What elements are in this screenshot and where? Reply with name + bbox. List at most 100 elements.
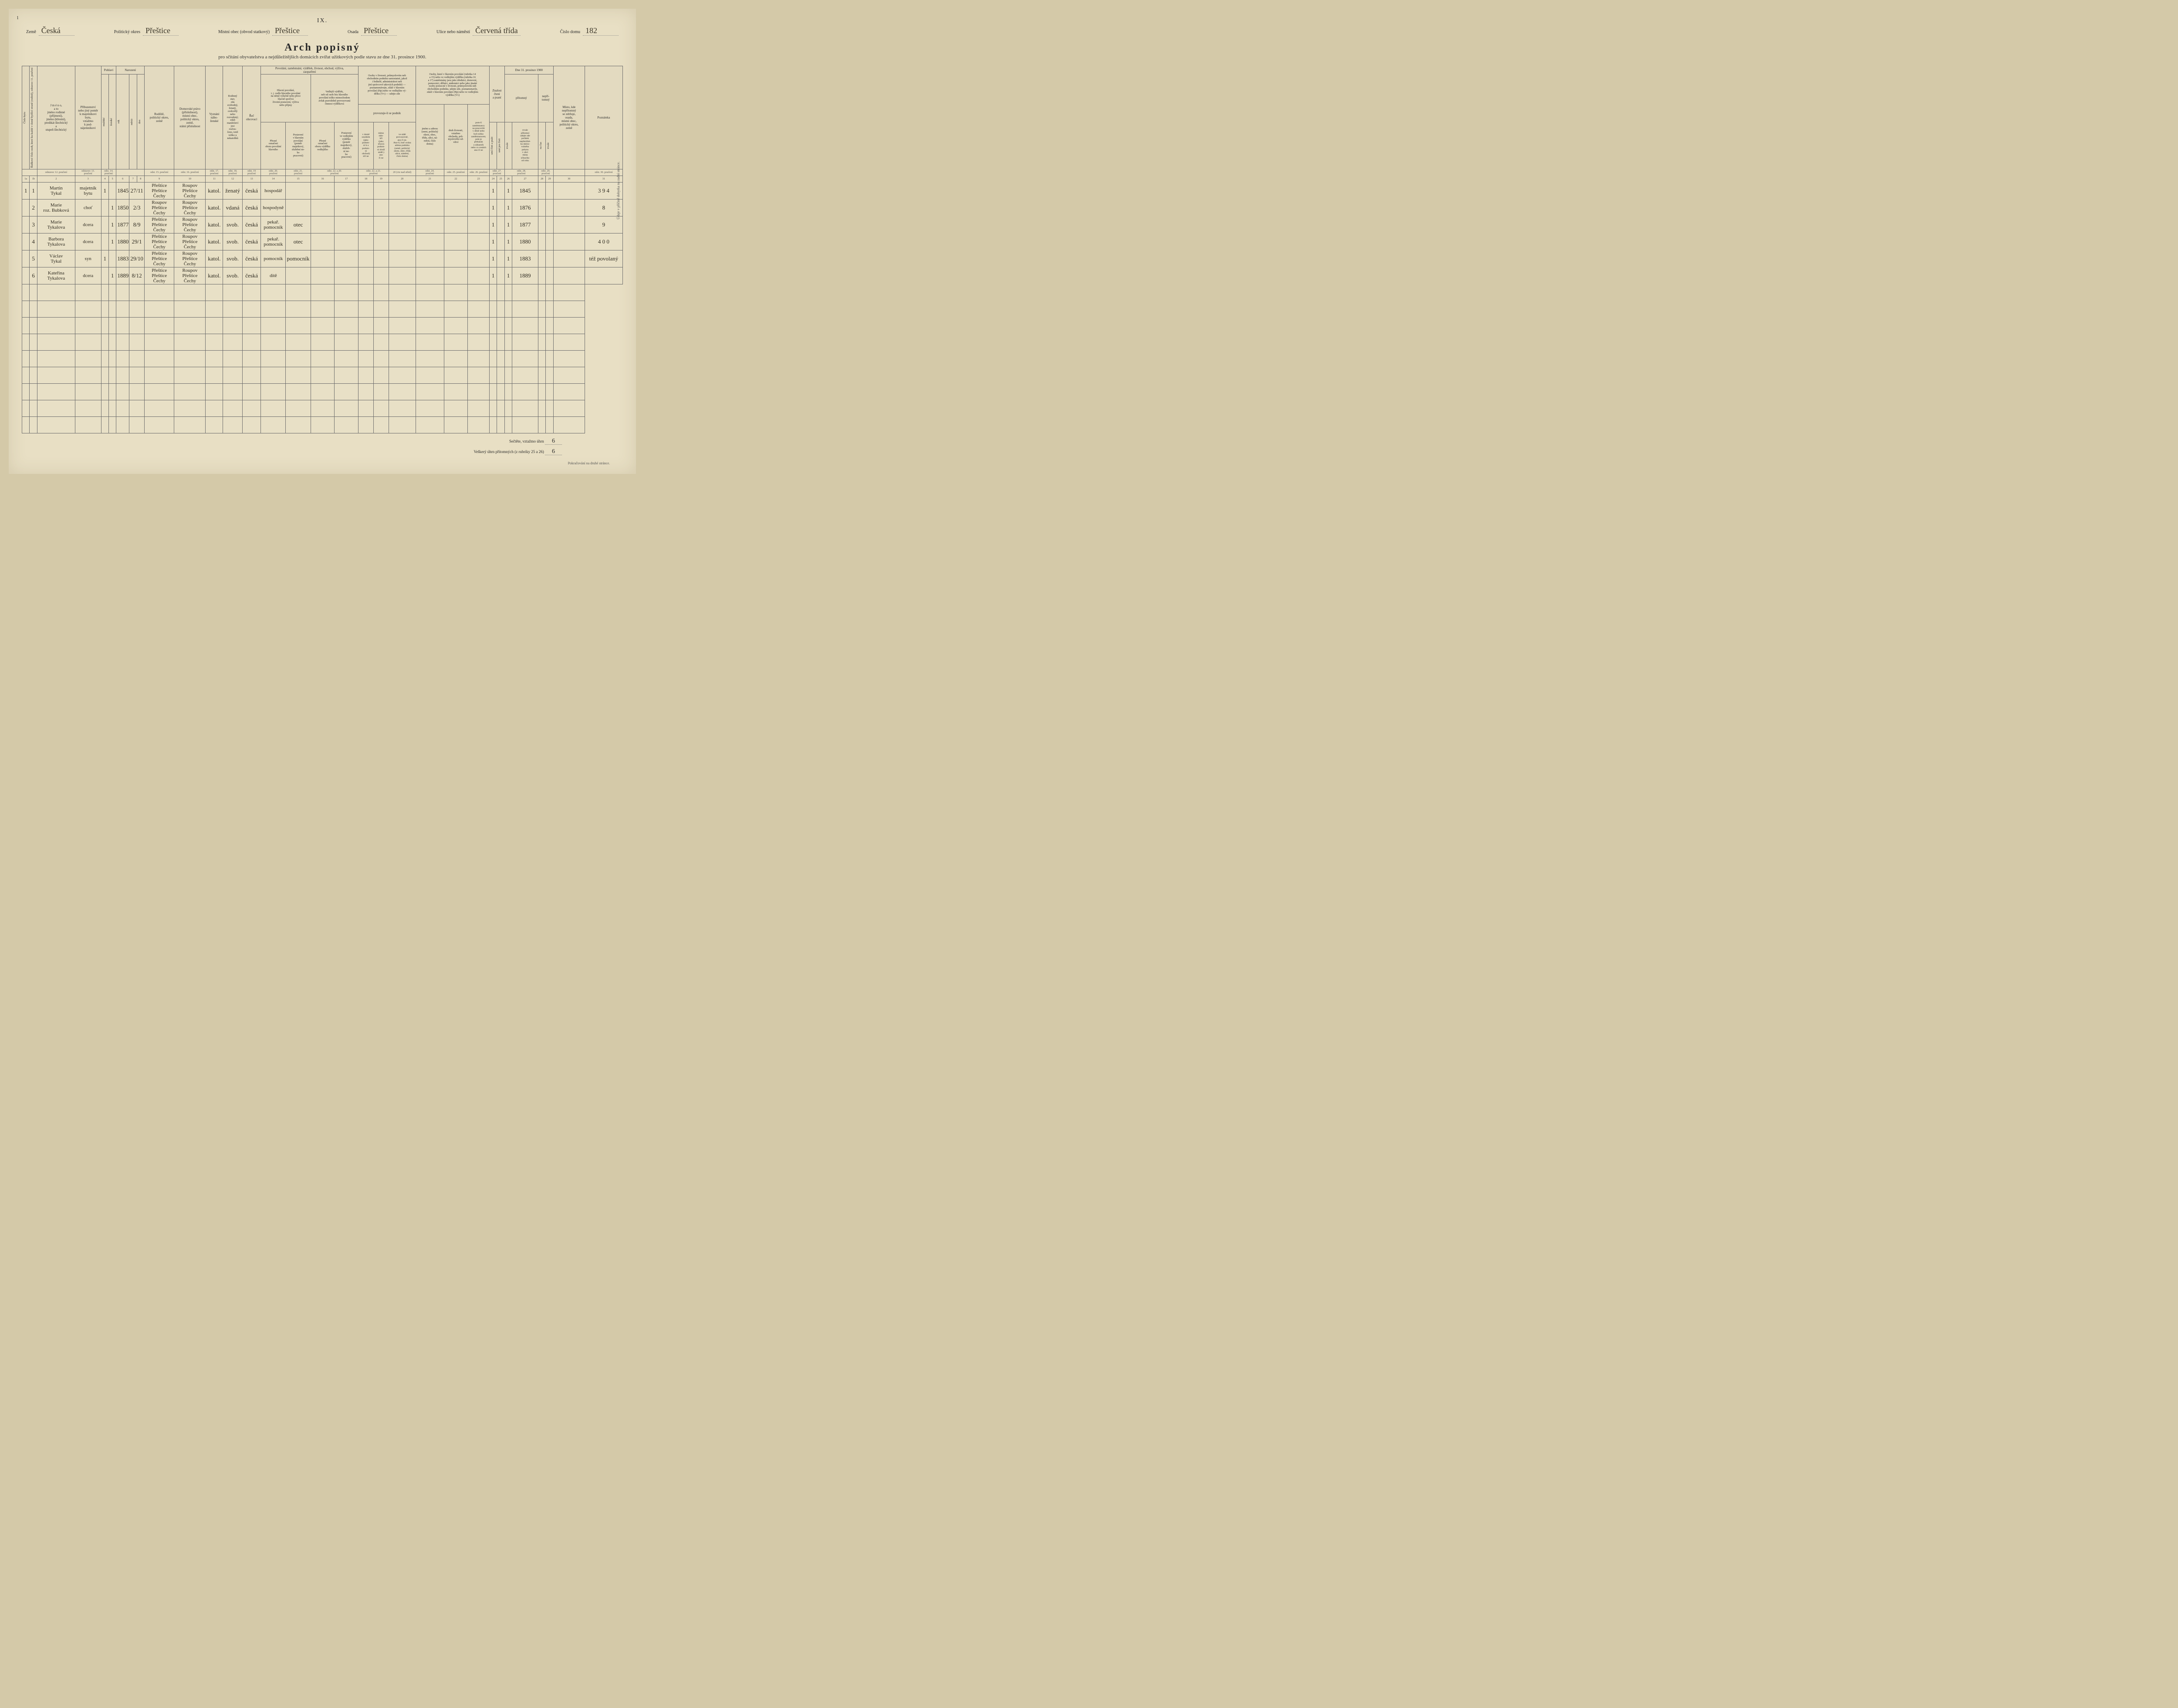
cell-blank [373, 334, 389, 351]
cell-blank [489, 384, 497, 400]
cell-blank [206, 284, 223, 301]
cell [335, 233, 358, 250]
cell-blank [116, 284, 129, 301]
cell-blank [335, 334, 358, 351]
cell [389, 250, 416, 267]
cell-blank [546, 301, 553, 318]
cell-blank [101, 301, 108, 318]
footer: Sečtěte, vztažmo úhrn 6 Veškerý úhrn pří… [22, 438, 623, 455]
cell: 1845 [116, 183, 129, 200]
cell-blank [101, 284, 108, 301]
cell: česká [243, 216, 261, 233]
cell [497, 267, 504, 284]
instr-1819: odst. 22. a 21. poučení [358, 169, 389, 176]
cell [335, 250, 358, 267]
cell-blank [261, 301, 286, 318]
cell-blank [223, 301, 243, 318]
cell: majetník bytu [75, 183, 101, 200]
h-radkove: Řádkové číslo osob, které ku každé v dom… [30, 67, 34, 169]
cell-blank [261, 417, 286, 433]
cell-blank [335, 384, 358, 400]
cell-blank [37, 351, 75, 367]
h-rodiste: Rodiště, politický okres, země [144, 66, 174, 169]
cell-blank [108, 367, 116, 384]
cell: katol. [206, 250, 223, 267]
cell: česká [243, 250, 261, 267]
cell: 1 [504, 183, 512, 200]
cell [497, 200, 504, 216]
instr-3: odstavec 13. poučení [75, 169, 101, 176]
cell [416, 233, 444, 250]
cell-blank [389, 400, 416, 417]
instr-2425: odst. 27. poučení [489, 169, 504, 176]
cell-blank [22, 384, 30, 400]
table-row: 6Kateřina Tykalovadcera118898/12Přeštice… [22, 267, 623, 284]
h-povolani: Povolání, zaměstnání, výdělek, živnost, … [261, 66, 358, 74]
cell [101, 233, 108, 250]
cell-blank [75, 400, 101, 417]
cell: 1880 [512, 233, 538, 250]
table-row-blank [22, 284, 623, 301]
cell: 1883 [512, 250, 538, 267]
cell: Roupov Přeštice Čechy [174, 200, 206, 216]
cell-blank [489, 417, 497, 433]
h-misto-kde: Místo, kde nepřítomný se zdržuje, osada,… [553, 66, 585, 169]
cell-blank [512, 417, 538, 433]
cell: syn [75, 250, 101, 267]
cell-blank [75, 367, 101, 384]
cell-blank [444, 301, 468, 318]
cell-blank [358, 384, 374, 400]
instr-10: odst. 16. poučení [174, 169, 206, 176]
cell-blank [286, 301, 311, 318]
cell-blank [389, 318, 416, 334]
cell-blank [497, 351, 504, 367]
cell [286, 200, 311, 216]
cell [546, 200, 553, 216]
h-rok: rok [117, 119, 120, 125]
cell-blank [389, 417, 416, 433]
cell: Marie Tykalova [37, 216, 75, 233]
h-pritomny: přítomný [504, 74, 538, 122]
cell-blank [512, 301, 538, 318]
cell-blank [174, 417, 206, 433]
h-trvale2: trvale [547, 142, 550, 150]
cell: 5 [30, 250, 37, 267]
cell-blank [144, 384, 174, 400]
cell [444, 200, 468, 216]
cell-blank [243, 301, 261, 318]
h-trvale1: trvale [506, 142, 509, 150]
cell-blank [174, 301, 206, 318]
cell [585, 267, 622, 284]
cell-blank [223, 400, 243, 417]
cell: 1 [30, 183, 37, 200]
cell-blank [108, 301, 116, 318]
cell-blank [444, 318, 468, 334]
cell-blank [546, 367, 553, 384]
h-mesic: měsíc [130, 118, 133, 126]
cell-blank [243, 384, 261, 400]
cell-blank [144, 318, 174, 334]
census-sheet: 1 IX. Země Česká Politický okres Přeštic… [9, 9, 636, 474]
h-hlavni-pov: Hlavní povolání, t. j. vedle hlavního po… [261, 74, 311, 122]
cell [538, 267, 545, 284]
cell: 1 [489, 216, 497, 233]
cell [389, 233, 416, 250]
cell-blank [206, 301, 223, 318]
cell-blank [311, 318, 335, 334]
cell-blank [37, 400, 75, 417]
cell: Roupov Přeštice Čechy [174, 183, 206, 200]
cell: dcera [75, 267, 101, 284]
cell: 1 [108, 216, 116, 233]
cell-blank [108, 284, 116, 301]
cell: 1880 [116, 233, 129, 250]
cell: 1 [504, 267, 512, 284]
cell [538, 183, 545, 200]
cell-blank [358, 367, 374, 384]
cell-blank [335, 301, 358, 318]
cell-blank [101, 351, 108, 367]
cell-blank [286, 367, 311, 384]
cell [444, 183, 468, 200]
cell-blank [144, 367, 174, 384]
table-row: 5Václav Tykalsyn1188329/10Přeštice Přešt… [22, 250, 623, 267]
cell-blank [538, 284, 545, 301]
